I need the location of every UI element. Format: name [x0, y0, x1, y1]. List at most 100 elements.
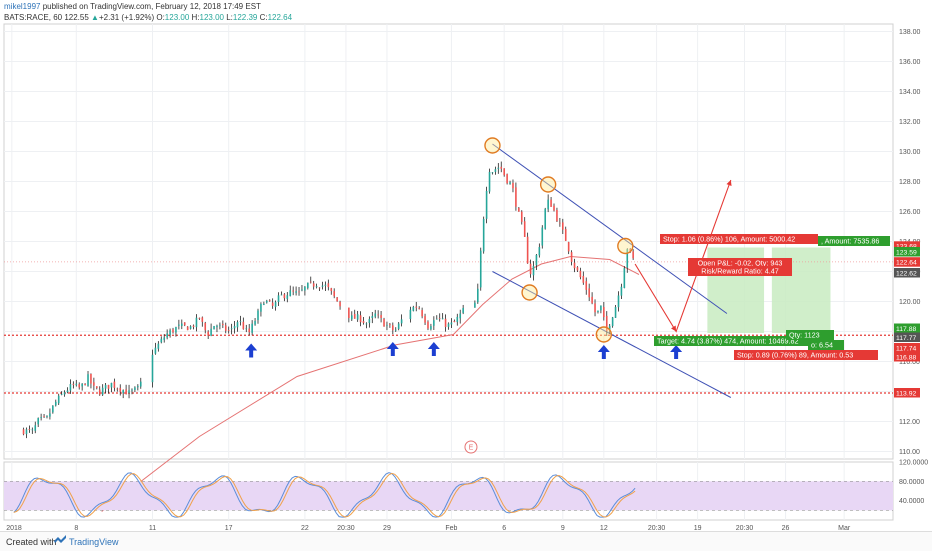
symbol-name[interactable]: BATS:RACE, 60 — [4, 13, 63, 22]
candle-body — [450, 322, 453, 325]
x-tick-label: 26 — [782, 525, 790, 531]
candle-body — [564, 229, 567, 241]
candle-body — [78, 384, 81, 388]
candle-body — [113, 381, 116, 388]
ratio-label-bottom: o: 6.54 — [811, 341, 833, 350]
candle-body — [295, 291, 297, 293]
candle — [500, 161, 503, 173]
price-badge-label: 117.74 — [896, 345, 917, 352]
candle-body — [268, 300, 271, 302]
candle — [178, 319, 180, 330]
candle-body — [72, 383, 75, 385]
candle-body — [101, 387, 104, 395]
candle-body — [265, 300, 268, 303]
price-badge-bg — [894, 257, 920, 267]
candle-body — [239, 321, 242, 322]
candle-body — [377, 314, 379, 316]
y-tick-label: 120.00 — [899, 299, 921, 306]
candle-body — [459, 313, 462, 319]
x-tick-label: 20:30 — [337, 525, 355, 531]
candle-body — [509, 182, 511, 185]
candle — [632, 249, 634, 260]
candle — [350, 311, 353, 321]
candle-body — [518, 207, 520, 212]
candle-body — [183, 322, 186, 326]
candle — [224, 322, 227, 334]
pivot-circle — [484, 137, 501, 154]
candle — [482, 216, 485, 254]
candle-body — [438, 318, 441, 319]
candle — [198, 317, 201, 320]
author-link[interactable]: mikel1997 — [4, 2, 41, 11]
candle-body — [257, 310, 259, 321]
candle-body — [242, 321, 245, 330]
candle — [570, 250, 573, 266]
price-badge-label: 117.88 — [896, 326, 917, 333]
candle-body — [116, 388, 119, 390]
candle-body — [444, 318, 447, 327]
candle-body — [40, 417, 42, 418]
candle-body — [336, 297, 338, 302]
qty-label-bottom: Qty: 1123 — [789, 331, 820, 340]
price-badge: 117.77 — [894, 332, 920, 342]
candle — [591, 292, 593, 305]
candle-body — [154, 347, 157, 354]
candle — [236, 320, 239, 332]
tradingview-logo-icon — [54, 535, 66, 543]
candles — [22, 161, 634, 439]
candle — [556, 207, 558, 222]
tradingview-link[interactable]: TradingView — [69, 537, 119, 547]
y-tick-label: 112.00 — [899, 419, 920, 426]
stop-label-top: Stop: 1.06 (0.86%) 106, Amount: 5000.42 — [663, 235, 795, 244]
candle-body — [298, 291, 300, 293]
candle — [154, 342, 157, 355]
y-tick-label: 116.00 — [899, 359, 920, 366]
pivot-circle — [595, 326, 613, 343]
candle-body — [620, 286, 623, 296]
candle — [564, 226, 567, 241]
candle — [585, 277, 588, 295]
candle-body — [207, 331, 209, 336]
candle-body — [277, 295, 280, 302]
candle-body — [350, 315, 353, 320]
candle — [532, 261, 535, 281]
projection-arrowhead-icon — [671, 325, 677, 332]
candle — [588, 283, 590, 302]
candle — [456, 313, 459, 326]
candle — [157, 341, 160, 352]
candle — [359, 311, 362, 327]
candle — [479, 247, 482, 291]
candle-body — [356, 314, 359, 320]
candle — [356, 310, 359, 322]
y-tick-label: 130.00 — [899, 149, 921, 156]
candle-body — [87, 374, 89, 386]
candle-body — [368, 318, 371, 323]
candle — [550, 196, 552, 207]
candle-body — [441, 318, 444, 320]
candle — [438, 313, 441, 322]
candle-body — [292, 290, 294, 292]
candle-body — [523, 221, 526, 237]
candle-body — [210, 328, 212, 336]
candle — [283, 293, 286, 302]
candle-body — [321, 285, 324, 287]
chart-area[interactable]: 2018 8 11 17 22 20:30 29 Feb 6 9 12 20:30 19 20:30 26 M… — [0, 0, 932, 531]
candle — [222, 320, 224, 329]
candle — [389, 322, 391, 328]
low-value: 122.39 — [232, 13, 258, 22]
candle — [318, 287, 321, 291]
candle-body — [585, 281, 588, 290]
candle — [63, 390, 66, 397]
stoch-d-line — [13, 472, 636, 518]
candle — [216, 324, 218, 333]
candle-body — [280, 294, 283, 296]
candle — [172, 327, 174, 334]
candle — [453, 319, 456, 323]
candle — [219, 322, 221, 330]
candle — [535, 253, 538, 270]
candle — [582, 271, 585, 285]
candle — [43, 414, 45, 419]
candle — [104, 382, 107, 394]
candle — [301, 285, 303, 292]
candle — [362, 316, 365, 325]
